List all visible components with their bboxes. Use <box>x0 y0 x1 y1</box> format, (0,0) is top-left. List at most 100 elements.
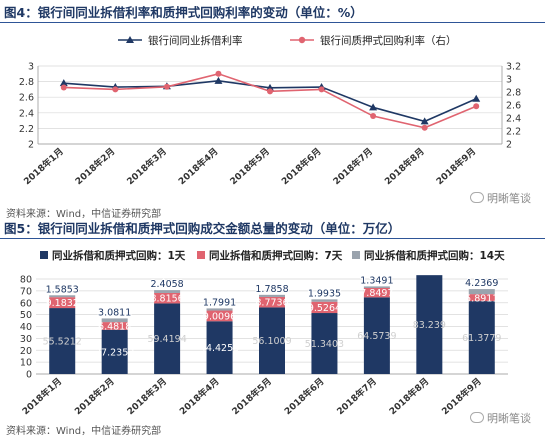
legend-swatch-3 <box>352 251 360 259</box>
bar-segment-3-2 <box>101 318 128 323</box>
interbank-rate-point <box>369 103 378 111</box>
bar-segment-2-4 <box>206 310 233 322</box>
bar-label-2-6: 9.5264 <box>308 303 341 314</box>
bar-segment-2-1 <box>49 297 76 309</box>
bar-label-2-9: 5.8911 <box>465 294 498 305</box>
bar-label-3-1: 1.5853 <box>46 284 79 295</box>
interbank-rate-point <box>59 79 68 87</box>
repo-rate-point <box>473 103 480 110</box>
x-tick-label: 2018年1月 <box>21 145 66 187</box>
bar-segment-1-1 <box>49 308 76 374</box>
bar-segment-3-9 <box>468 289 495 295</box>
x-tick-label: 2018年3月 <box>124 145 169 187</box>
bar-label-2-7: 7.8497 <box>360 288 393 299</box>
y-right-tick-label: 2.4 <box>506 114 521 125</box>
rate-line-chart: 银行间同业拆借利率 银行间质押式回购利率（右） 2 2.2 2.4 2.6 2.8 3 2 2.2… <box>19 34 521 187</box>
bar-segment-1-6 <box>311 313 338 374</box>
y-right-tick-label: 3 <box>506 75 512 86</box>
bar-segment-1-8 <box>416 275 443 374</box>
bar-segment-3-7 <box>363 286 390 288</box>
bar-segment-3-6 <box>311 299 338 302</box>
repo-rate-point <box>267 88 273 95</box>
interbank-rate-point <box>214 76 223 84</box>
bar-label-3-6: 1.9935 <box>308 288 341 299</box>
watermark-text: 明晰笔谈 <box>487 412 531 425</box>
bar-segment-3-4 <box>206 308 233 311</box>
x-tick-label: 2018年4月 <box>176 145 221 187</box>
legend-swatch-2 <box>197 251 205 259</box>
bar-segment-1-7 <box>363 297 390 374</box>
figure2-title: 图5：银行间同业拆借和质押式回购成交金额总量的变动（单位：万亿） <box>0 219 545 239</box>
y-tick-label: 40 <box>20 322 32 333</box>
bar-label-3-5: 1.7858 <box>255 284 288 295</box>
bar-segment-2-3 <box>154 292 181 304</box>
bar-segment-3-5 <box>259 294 285 297</box>
y-left-tick-label: 2.6 <box>19 93 34 104</box>
x-tick-label: 2018年2月 <box>72 375 117 417</box>
bar-label-1-5: 56.1009 <box>252 336 291 347</box>
figure2-watermark: 明晰笔谈 <box>470 410 531 426</box>
bar-label-1-7: 64.5739 <box>357 331 396 342</box>
bar-label-1-9: 61.3779 <box>462 333 501 344</box>
x-tick-label: 2018年1月 <box>20 375 65 417</box>
bar-label-1-8: 83.239 <box>413 320 446 331</box>
bar-segment-1-5 <box>259 307 285 374</box>
x-tick-label: 2018年7月 <box>334 375 379 417</box>
interbank-rate-point <box>266 83 274 91</box>
bar-label-1-3: 59.4194 <box>147 334 186 345</box>
bar-label-3-9: 4.2369 <box>465 278 498 289</box>
y-left-tick-label: 2.2 <box>19 124 34 135</box>
watermark-text: 明晰笔谈 <box>487 192 531 205</box>
bar-label-3-2: 3.0811 <box>98 307 131 318</box>
bar-label-3-4: 1.7991 <box>203 297 236 308</box>
legend-swatch-1 <box>40 251 48 259</box>
bar-segment-2-9 <box>468 294 495 302</box>
bar-label-2-3: 8.8156 <box>150 294 183 305</box>
figure2-source: 资料来源：Wind，中信证券研究部 <box>6 426 162 437</box>
figure1-title: 图4：银行间同业拆借利率和质押式回购利率的变动（单位：%） <box>0 3 545 23</box>
bar-label-1-1: 55.5212 <box>43 337 82 348</box>
x-tick-label: 2018年4月 <box>177 375 222 417</box>
bar-segment-1-3 <box>154 303 181 374</box>
bar-segment-1-9 <box>468 301 495 374</box>
x-tick-label: 2018年8月 <box>382 145 427 187</box>
wechat-icon <box>470 412 484 423</box>
y-right-tick-label: 2.8 <box>506 88 521 99</box>
x-tick-label: 2018年9月 <box>434 145 479 187</box>
interbank-rate-point <box>420 117 429 125</box>
repo-rate-point <box>112 86 119 93</box>
x-tick-label: 2018年5月 <box>229 375 274 417</box>
x-tick-label: 2018年2月 <box>73 145 118 187</box>
bar-segment-3-1 <box>49 295 76 298</box>
y-right-tick-label: 2.6 <box>506 101 521 112</box>
y-tick-label: 60 <box>20 298 32 309</box>
interbank-rate-point <box>472 94 481 102</box>
y-tick-label: 20 <box>20 346 32 357</box>
legend-label-3: 同业拆借和质押式回购：14天 <box>364 249 505 262</box>
bar-label-1-6: 51.3403 <box>305 339 344 350</box>
y-left-tick-label: 3 <box>28 62 34 73</box>
y-left-tick-label: 2.4 <box>19 108 34 119</box>
y-tick-label: 0 <box>26 370 32 381</box>
repo-rate-point <box>215 70 222 77</box>
y-tick-label: 70 <box>20 286 32 297</box>
bar-label-2-5: 8.7736 <box>255 298 288 309</box>
legend-label-1: 同业拆借和质押式回购：1天 <box>52 249 186 262</box>
bar-label-1-2: 37.2353 <box>95 347 134 358</box>
y-left-tick-label: 2 <box>28 140 34 151</box>
x-tick-label: 2018年6月 <box>279 145 324 187</box>
y-right-tick-label: 2.2 <box>506 127 521 138</box>
y-tick-label: 50 <box>20 310 32 321</box>
figure1-source: 资料来源：Wind，中信证券研究部 <box>6 209 162 220</box>
legend-triangle-marker <box>126 36 134 43</box>
repo-rate-point <box>318 86 325 93</box>
bar-label-3-7: 1.3491 <box>360 275 393 286</box>
legend-label-2: 同业拆借和质押式回购：7天 <box>209 249 343 262</box>
y-right-tick-label: 2 <box>506 140 512 151</box>
x-tick-label: 2018年5月 <box>227 145 272 187</box>
legend-circle-marker <box>298 36 306 44</box>
bar-label-3-3: 2.4058 <box>150 279 183 290</box>
bar-label-2-2: 6.4818 <box>98 322 131 333</box>
y-left-tick-label: 2.8 <box>19 77 34 88</box>
bar-segment-2-6 <box>311 301 338 314</box>
